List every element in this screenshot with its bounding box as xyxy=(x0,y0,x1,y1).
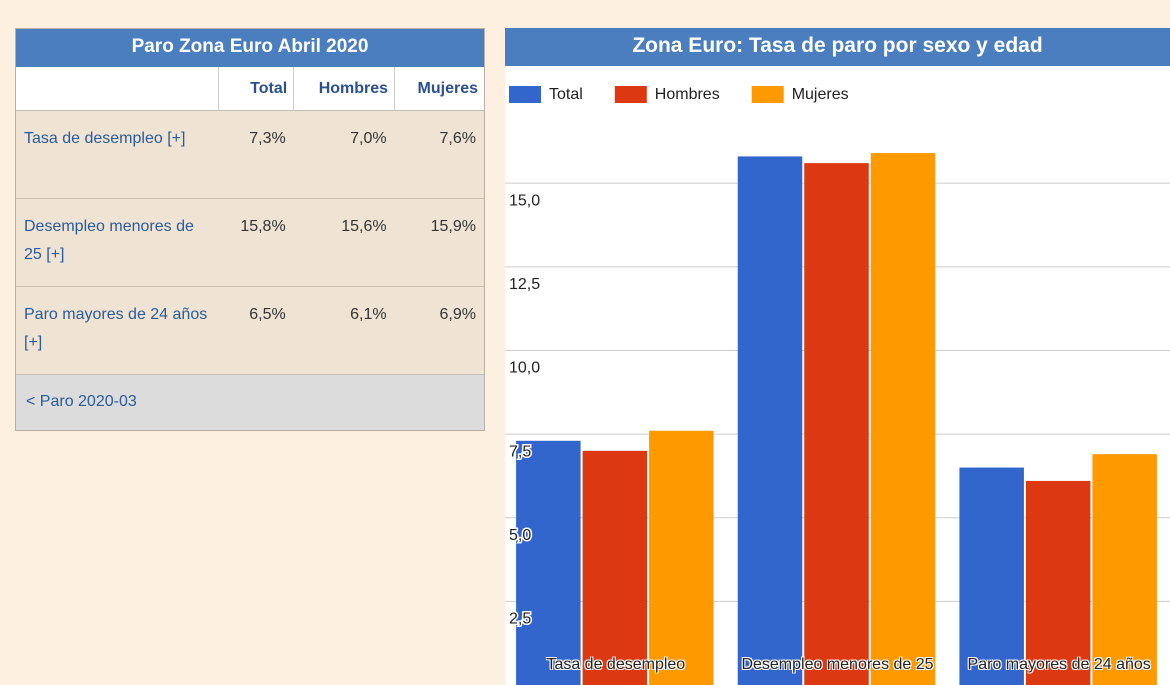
bar xyxy=(516,440,581,685)
row-label: Tasa de desempleo [+] xyxy=(16,110,219,199)
y-tick-label: 15,0 xyxy=(509,192,540,209)
legend-label: Total xyxy=(549,86,583,103)
bar xyxy=(870,153,936,685)
column-header: Total xyxy=(217,67,294,111)
bar xyxy=(1092,454,1157,685)
cell-value: 7,6% xyxy=(394,110,484,199)
legend-swatch xyxy=(614,86,647,103)
previous-link[interactable]: < Paro 2020-03 xyxy=(16,375,484,430)
y-tick-label: 7,5 xyxy=(509,443,531,460)
cell-value: 6,5% xyxy=(218,286,294,375)
bar xyxy=(649,430,714,685)
bar xyxy=(804,163,869,685)
cell-value: 15,8% xyxy=(218,198,294,287)
chart-title: Zona Euro: Tasa de paro por sexo y edad xyxy=(505,28,1170,66)
table: Total Hombres Mujeres Tasa de desempleo [+]… xyxy=(16,67,484,375)
row-label: Desempleo menores de 25 [+] xyxy=(16,198,219,287)
y-tick-label: 2,5 xyxy=(509,611,531,628)
cell-value: 7,3% xyxy=(218,110,294,199)
table-row: Paro mayores de 24 años [+] 6,5% 6,1% 6,9% xyxy=(16,286,484,375)
column-header: Mujeres xyxy=(394,67,484,111)
table-row: Tasa de desempleo [+] 7,3% 7,0% 7,6% xyxy=(16,110,484,199)
category-label: Tasa de desempleo xyxy=(546,656,686,673)
y-tick-label: 10,0 xyxy=(509,360,540,377)
bar xyxy=(1025,480,1091,685)
table-title: Paro Zona Euro Abril 2020 xyxy=(16,29,484,67)
header-blank xyxy=(16,67,219,111)
y-tick-label: 12,5 xyxy=(509,276,540,293)
bar xyxy=(737,156,803,685)
row-label: Paro mayores de 24 años [+] xyxy=(16,286,219,375)
category-label: Desempleo menores de 25 xyxy=(741,656,934,673)
category-label: Paro mayores de 24 años xyxy=(967,656,1151,673)
chart-panel: Zona Euro: Tasa de paro por sexo y edad … xyxy=(505,28,1170,685)
legend-swatch xyxy=(751,86,784,103)
cell-value: 15,9% xyxy=(394,198,484,287)
table-row: Desempleo menores de 25 [+] 15,8% 15,6% 15,… xyxy=(16,198,484,287)
legend-label: Hombres xyxy=(655,86,720,103)
cell-value: 15,6% xyxy=(293,198,395,287)
cell-value: 7,0% xyxy=(293,110,395,199)
cell-value: 6,9% xyxy=(394,286,484,375)
legend-label: Mujeres xyxy=(792,86,849,103)
cell-value: 6,1% xyxy=(293,286,395,375)
chart: Total Hombres Mujeres 2,5 5,0 7,5 10,0 12,5 15,0 xyxy=(505,86,1170,685)
bar xyxy=(959,467,1024,685)
legend-swatch xyxy=(509,86,541,103)
y-tick-label: 5,0 xyxy=(509,527,531,544)
bar xyxy=(582,450,648,685)
column-header: Hombres xyxy=(293,67,395,111)
summary-table: Paro Zona Euro Abril 2020 Total Hombres Mu… xyxy=(15,28,485,431)
